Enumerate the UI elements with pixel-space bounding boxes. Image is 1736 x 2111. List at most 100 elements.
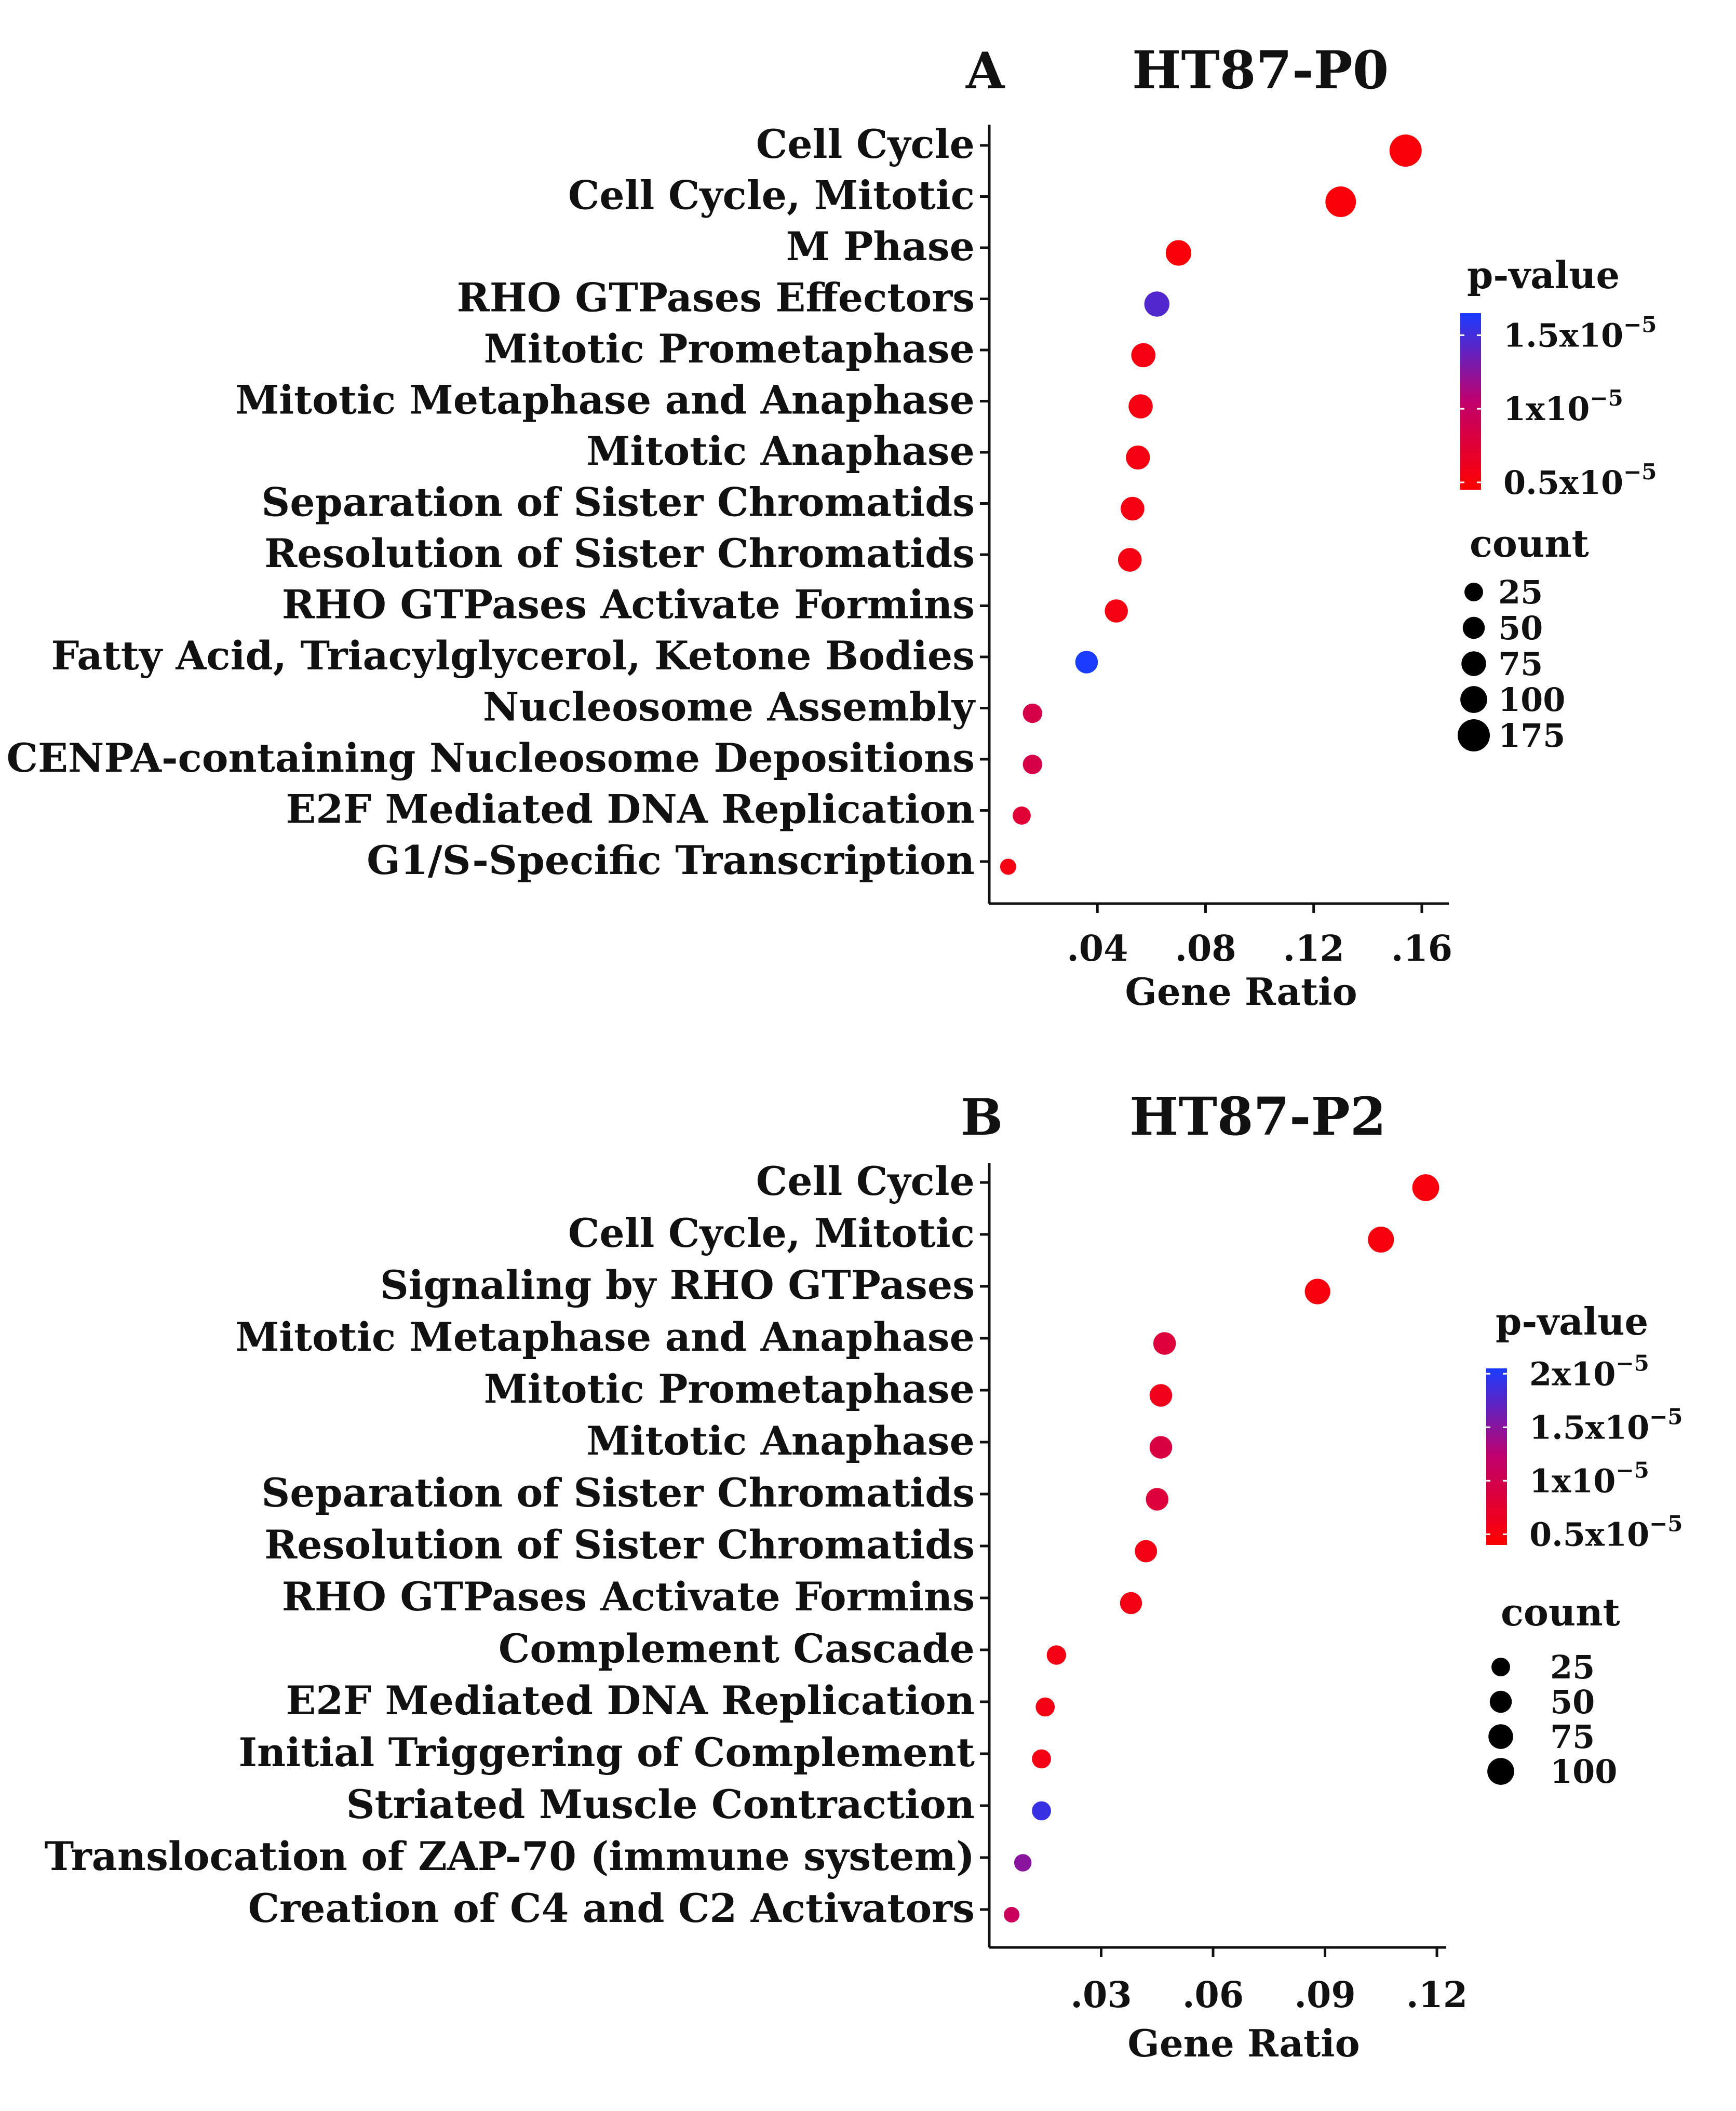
data-point (1144, 291, 1169, 317)
category-label: Separation of Sister Chromatids (261, 479, 975, 526)
panel-letter: A (965, 42, 1005, 100)
color-legend-title: p-value (1467, 253, 1620, 297)
data-point (1032, 1749, 1051, 1769)
data-point (1412, 1174, 1439, 1201)
category-label: Striated Muscle Contraction (346, 1781, 975, 1827)
data-point (1004, 1906, 1020, 1923)
size-legend-label: 100 (1550, 1753, 1617, 1791)
category-label: Translocation of ZAP-70 (immune system) (45, 1833, 975, 1879)
category-label: Cell Cycle (756, 121, 975, 167)
data-point (1126, 445, 1150, 470)
size-legend-label: 25 (1550, 1648, 1595, 1686)
data-point (1032, 1801, 1051, 1821)
size-legend-label: 175 (1498, 717, 1565, 755)
size-legend-label: 50 (1550, 1683, 1595, 1721)
size-legend-title: count (1470, 521, 1589, 566)
data-point (1131, 343, 1156, 368)
data-point (1128, 394, 1153, 419)
data-point (1368, 1226, 1394, 1253)
data-point (1121, 496, 1145, 521)
size-legend-dot (1462, 616, 1485, 639)
data-point (1304, 1279, 1330, 1305)
category-label: Mitotic Anaphase (586, 1418, 975, 1464)
data-point (1146, 1488, 1169, 1511)
x-tick-label: .16 (1391, 928, 1452, 970)
colorbar-label: 0.5x10−5 (1529, 1511, 1683, 1553)
size-legend-dot (1458, 719, 1490, 751)
colorbar-label: 1x10−5 (1503, 385, 1623, 428)
category-label: E2F Mediated DNA Replication (286, 1677, 975, 1724)
x-axis-label: Gene Ratio (1125, 970, 1357, 1014)
colorbar-label: 1.5x10−5 (1529, 1404, 1683, 1446)
category-label: Nucleosome Assembly (483, 684, 976, 730)
colorbar-label-exponent: −5 (1623, 312, 1657, 338)
category-label: Initial Triggering of Complement (238, 1729, 975, 1776)
data-point (1022, 755, 1042, 774)
x-tick-label: .09 (1294, 1974, 1355, 2016)
data-point (1075, 651, 1098, 674)
colorbar-label-exponent: −5 (1590, 385, 1623, 411)
data-point (1118, 548, 1142, 572)
panel-letter: B (961, 1088, 1003, 1147)
data-point (1389, 135, 1422, 167)
category-label: Resolution of Sister Chromatids (264, 1522, 975, 1568)
category-label: Complement Cascade (499, 1625, 975, 1672)
colorbar-label-exponent: −5 (1616, 1457, 1649, 1483)
category-label: RHO GTPases Activate Formins (282, 1574, 975, 1620)
x-tick-label: .12 (1406, 1974, 1468, 2016)
category-label: Separation of Sister Chromatids (261, 1470, 975, 1516)
category-label: M Phase (786, 223, 975, 270)
category-label: RHO GTPases Effectors (457, 275, 975, 321)
category-label: Fatty Acid, Triacylglycerol, Ketone Bodi… (51, 633, 975, 679)
data-point (1035, 1697, 1055, 1717)
colorbar-label: 2x10−5 (1529, 1350, 1649, 1393)
panel-a: A HT87-P0 .04 .08 .12 .16 Gene Ratio Cell Cycle… (6, 39, 1657, 1014)
size-legend-dot (1489, 1690, 1512, 1713)
colorbar-label-exponent: −5 (1616, 1350, 1649, 1376)
x-axis-label: Gene Ratio (1127, 2021, 1360, 2065)
category-label: Cell Cycle, Mitotic (568, 172, 975, 219)
x-tick-label: .08 (1175, 928, 1236, 970)
category-label: Cell Cycle, Mitotic (568, 1210, 975, 1256)
category-label: Resolution of Sister Chromatids (264, 530, 975, 576)
size-legend-label: 75 (1498, 645, 1543, 683)
data-point (1165, 240, 1192, 266)
size-legend-dot (1461, 651, 1486, 676)
size-legend-label: 100 (1498, 681, 1565, 719)
data-point (1000, 858, 1016, 875)
colorbar-label: 1.5x10−5 (1503, 312, 1657, 355)
size-legend-dot (1491, 1658, 1510, 1676)
size-legend-dot (1464, 583, 1483, 601)
x-tick-label: .12 (1283, 928, 1344, 970)
x-tick-label: .03 (1070, 1974, 1132, 2016)
size-legend-label: 25 (1498, 573, 1543, 611)
category-label: Mitotic Metaphase and Anaphase (235, 377, 975, 423)
size-legend-title: count (1501, 1590, 1620, 1634)
category-label: Signaling by RHO GTPases (380, 1262, 975, 1308)
colorbar-label-exponent: −5 (1623, 459, 1657, 485)
chart-title: HT87-P0 (1132, 39, 1389, 101)
x-tick-label: .06 (1182, 1974, 1244, 2016)
data-point (1022, 703, 1042, 723)
category-label: CENPA-containing Nucleosome Depositions (6, 735, 975, 781)
colorbar (1486, 1368, 1507, 1545)
category-label: E2F Mediated DNA Replication (286, 786, 975, 832)
data-point (1120, 1592, 1142, 1615)
color-legend-title: p-value (1496, 1299, 1648, 1343)
category-label: Mitotic Metaphase and Anaphase (235, 1314, 975, 1360)
data-point (1325, 186, 1356, 217)
colorbar-label-exponent: −5 (1649, 1404, 1683, 1429)
size-legend-dot (1460, 686, 1487, 713)
data-point (1149, 1384, 1173, 1407)
category-label: G1/S-Specific Transcription (367, 837, 975, 883)
category-label: Cell Cycle (756, 1158, 975, 1204)
panel-b: B HT87-P2 .03 .06 .09 .12 Gene Ratio Cell Cycle… (45, 1086, 1683, 2065)
category-label: RHO GTPases Activate Formins (282, 582, 975, 628)
colorbar-label: 1x10−5 (1529, 1457, 1649, 1500)
chart-title: HT87-P2 (1129, 1086, 1386, 1147)
category-label: Mitotic Prometaphase (484, 326, 975, 372)
category-label: Mitotic Prometaphase (484, 1366, 975, 1412)
size-legend-dot (1487, 1758, 1514, 1785)
size-legend-label: 75 (1550, 1718, 1595, 1756)
size-legend-label: 50 (1498, 609, 1543, 647)
